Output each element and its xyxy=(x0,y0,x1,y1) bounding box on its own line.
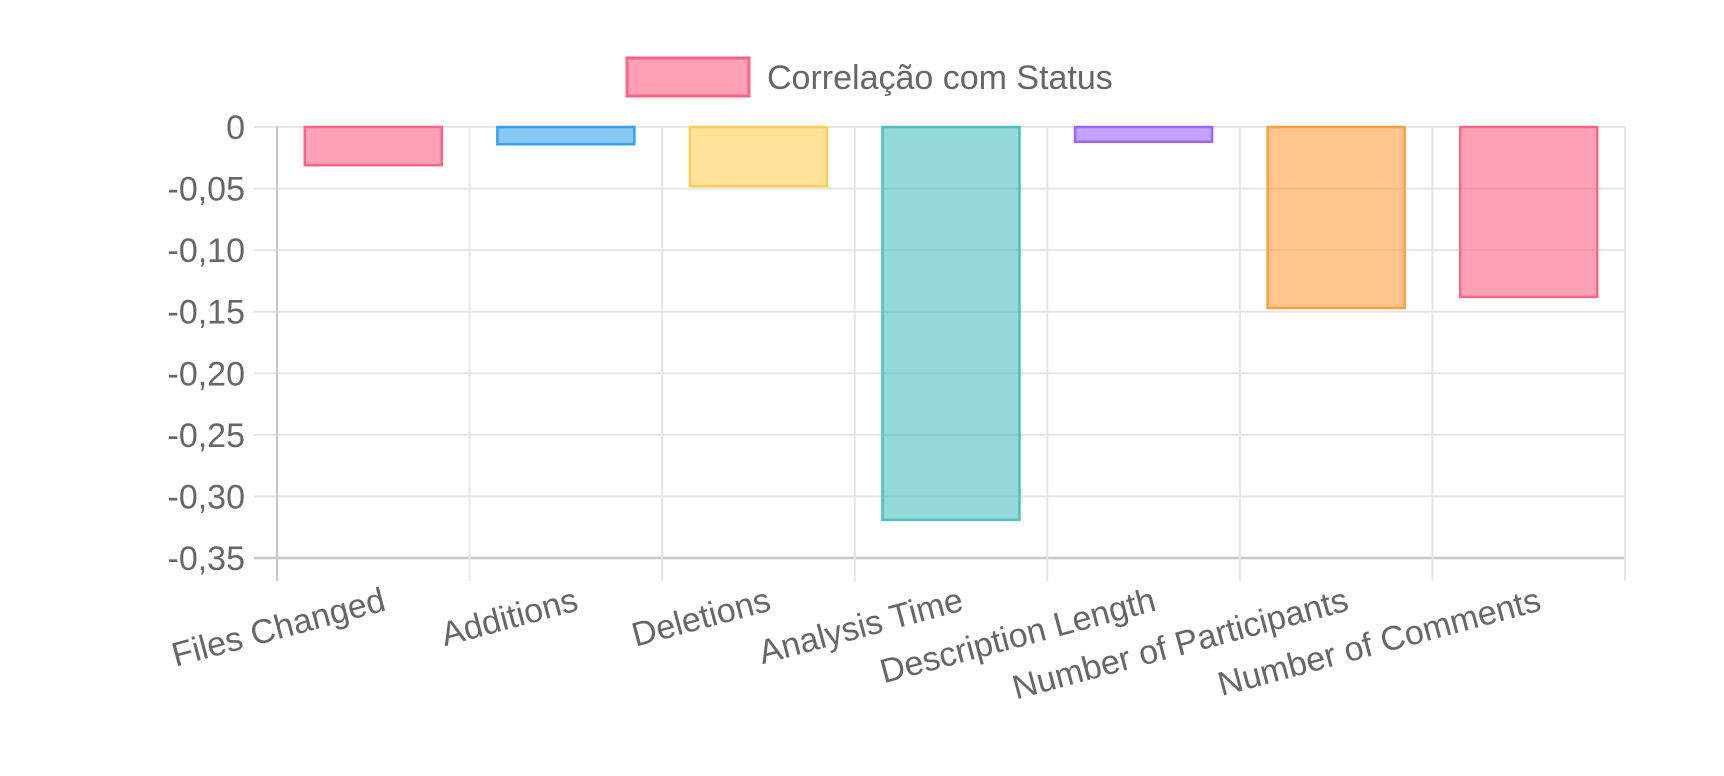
y-tick-label: -0,25 xyxy=(168,417,246,455)
y-tick-label: -0,30 xyxy=(168,478,246,516)
legend[interactable]: Correlação com Status xyxy=(625,56,1113,98)
bars xyxy=(303,125,1599,522)
y-tick-label: -0,05 xyxy=(168,171,246,209)
x-tick-label: Deletions xyxy=(628,581,775,654)
y-tick-label: -0,35 xyxy=(168,540,246,578)
bar-files-changed[interactable] xyxy=(303,125,444,167)
legend-label[interactable]: Correlação com Status xyxy=(767,59,1113,97)
y-tick-label: -0,10 xyxy=(168,232,246,270)
y-tick-label: 0 xyxy=(226,109,245,147)
x-axis: Files Changed Additions DeletionsAnalysis … xyxy=(168,581,1545,707)
bar-number-of-participants[interactable] xyxy=(1266,125,1406,310)
legend-swatch xyxy=(625,56,751,98)
x-tick-label: Files Changed xyxy=(168,581,390,674)
bar-analysis-time[interactable] xyxy=(881,125,1021,522)
y-tick-label: -0,15 xyxy=(168,294,246,332)
y-tick-label: -0,20 xyxy=(168,355,246,393)
x-tick-label: Number of Comments xyxy=(1214,581,1545,704)
bar-additions[interactable] xyxy=(496,125,636,146)
x-tick-label: Additions xyxy=(437,581,582,654)
bar-description-length[interactable] xyxy=(1073,125,1214,144)
bar-number-of-comments[interactable] xyxy=(1458,125,1599,299)
y-axis: 0 -0,05 -0,10 -0,15 -0,20 -0,25 -0,30 -0,35 xyxy=(168,109,246,578)
bar-deletions[interactable] xyxy=(688,125,829,188)
